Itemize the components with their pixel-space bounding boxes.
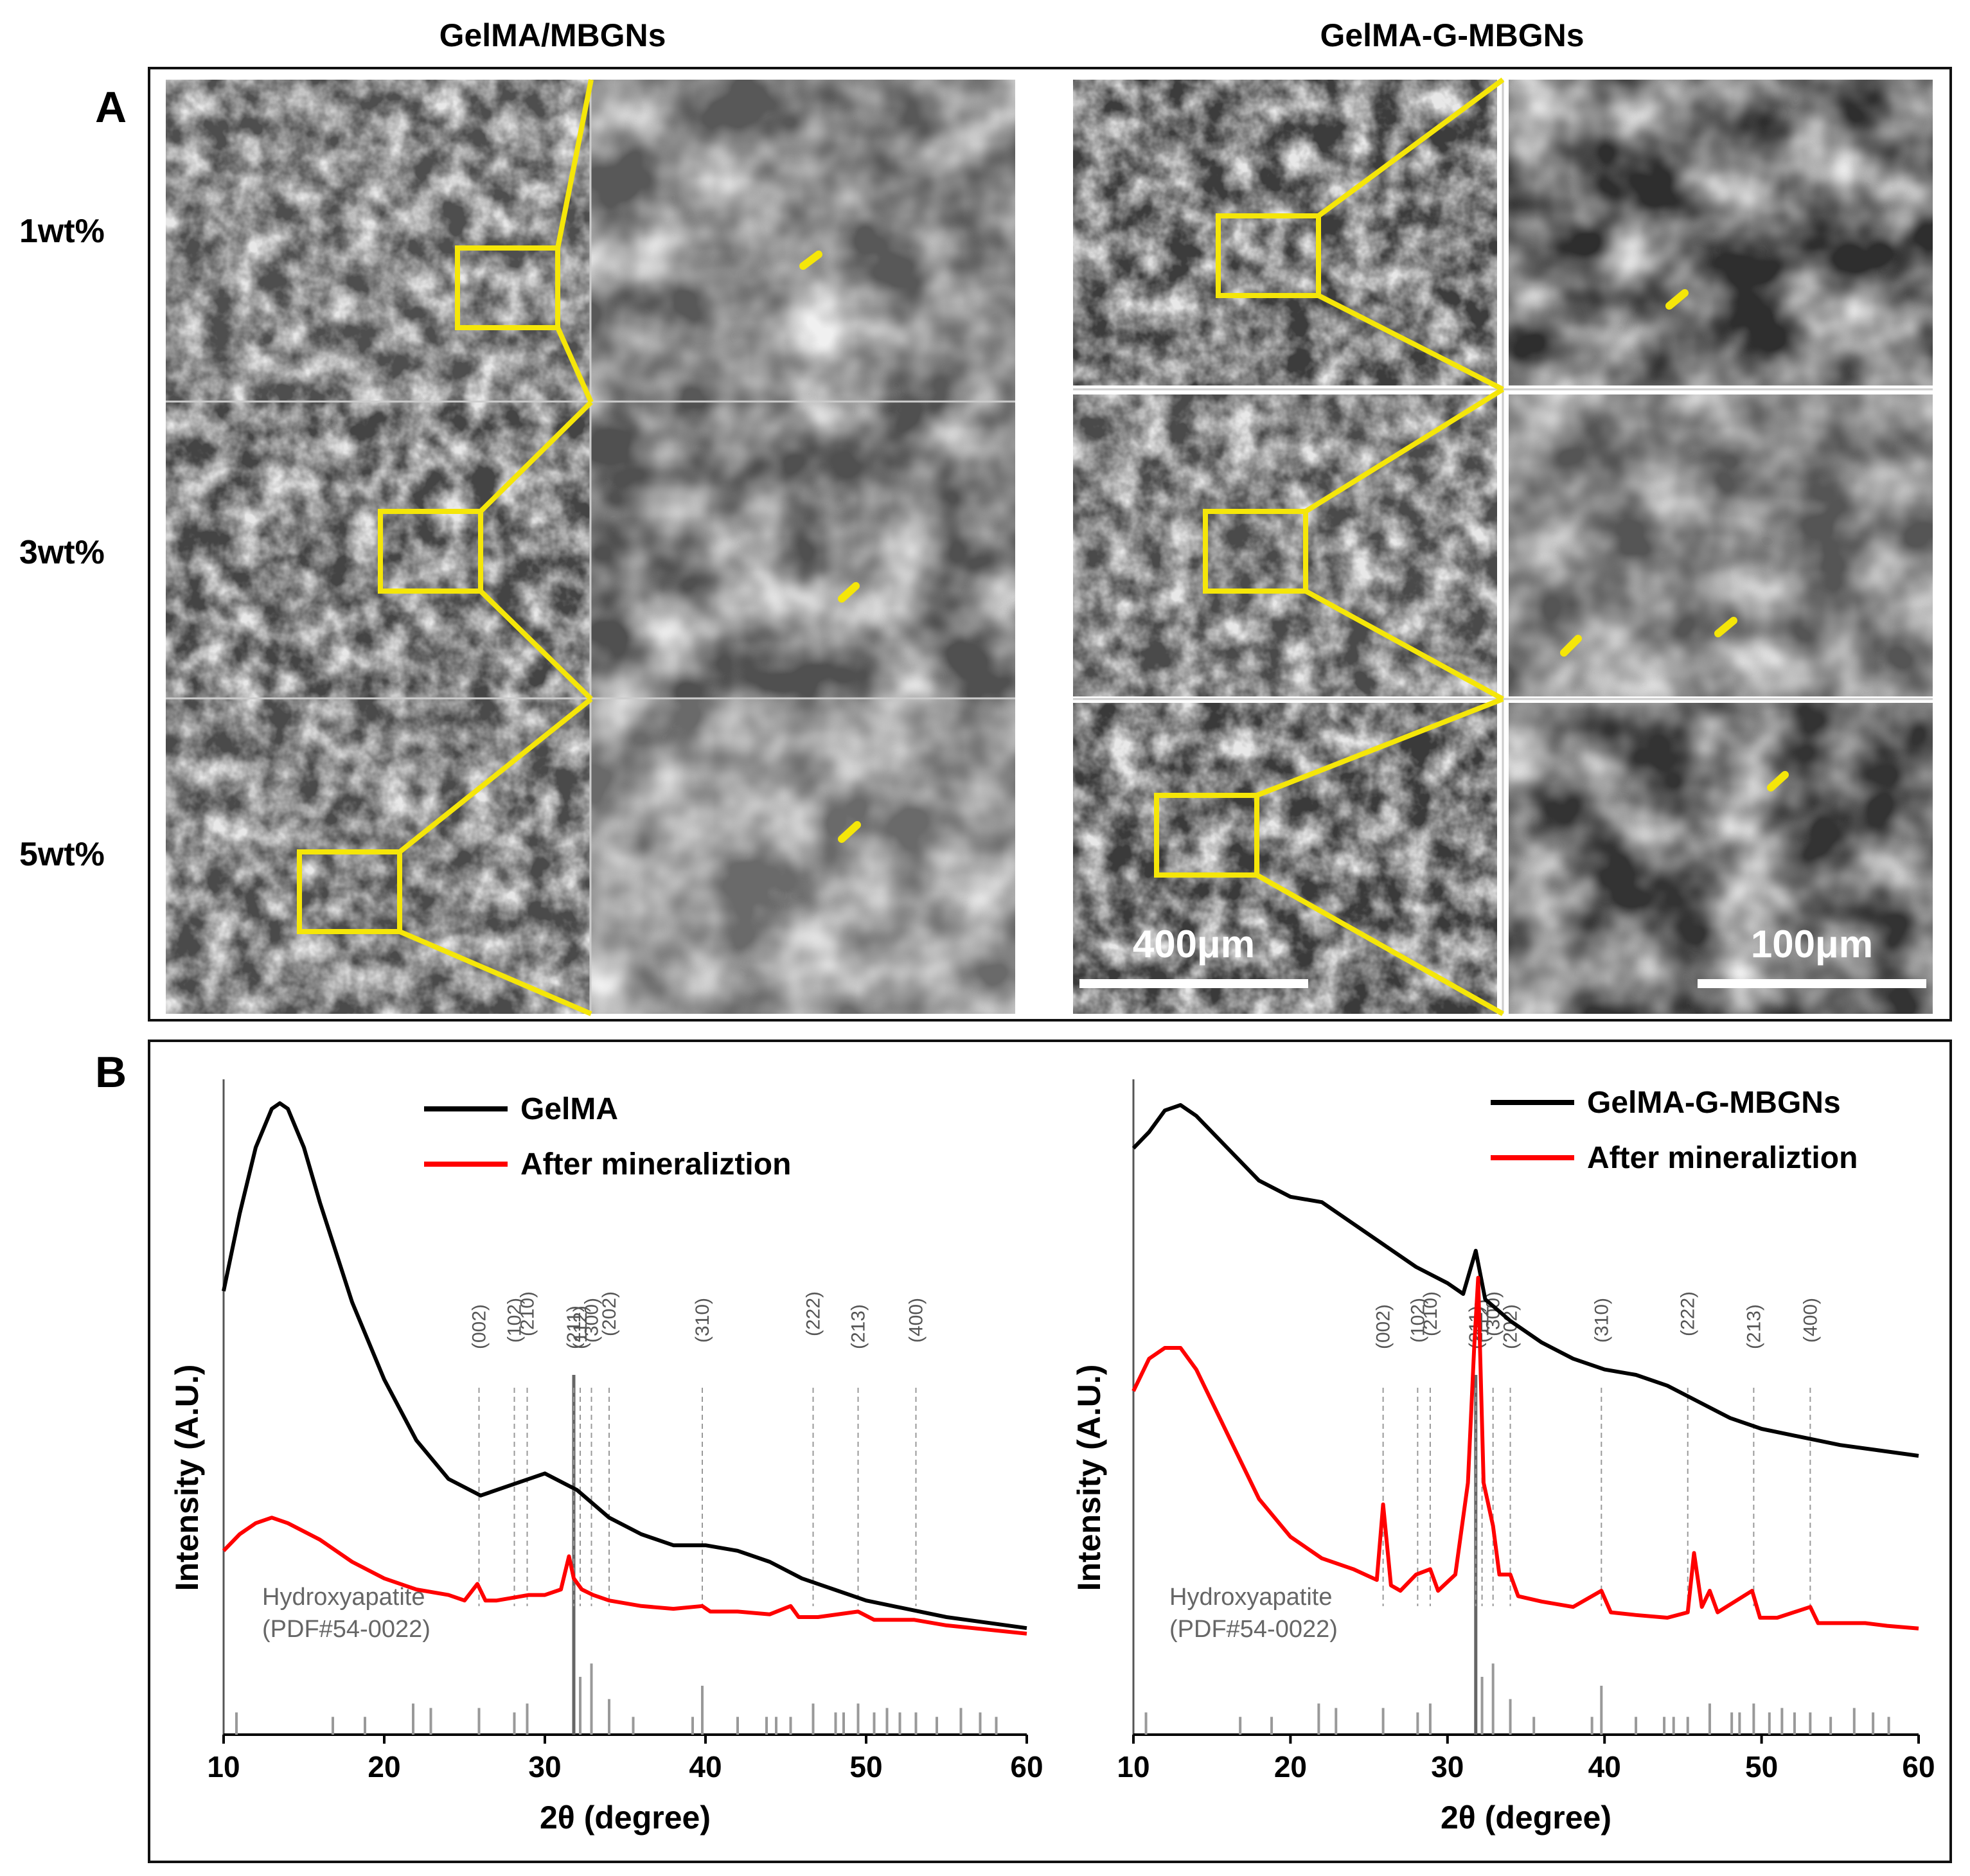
reference-name: Hydroxyapatite: [1169, 1584, 1332, 1611]
arrow-marker: [799, 251, 822, 270]
peak-label: (102): [1407, 1298, 1428, 1343]
peak-label: (213): [1743, 1304, 1764, 1349]
zoom-box-3wt-g: [1203, 509, 1308, 594]
arrow-marker: [1665, 289, 1689, 310]
arrow-marker: [1767, 771, 1789, 792]
peak-label: (300): [581, 1298, 603, 1343]
arrow-marker: [1560, 635, 1582, 657]
peak-label: (002): [469, 1304, 490, 1349]
panel-a-letter: A: [95, 83, 127, 132]
legend-label: GelMA: [520, 1092, 618, 1126]
peak-label: (310): [1591, 1298, 1612, 1343]
scale-bar-100um: [1698, 979, 1926, 988]
scale-bar-400um-label: 400μm: [1133, 923, 1255, 966]
x-axis-title: 2θ (degree): [540, 1800, 711, 1836]
peak-label: (210): [1420, 1291, 1441, 1336]
x-tick-label: 30: [1431, 1750, 1464, 1783]
xrd-chart-left: 10 20 30 40 50 60 2θ (degree) Intensity (A.U.) H…: [169, 1079, 1043, 1836]
x-tick-label: 20: [1274, 1750, 1307, 1783]
x-tick-label: 30: [528, 1750, 561, 1783]
row-label-1wt: 1wt%: [19, 213, 105, 250]
series-line-0: [222, 1101, 1027, 1631]
reference-card: (PDF#54-0022): [262, 1616, 430, 1643]
y-axis-title: Intensity (A.U.): [169, 1365, 205, 1591]
zoom-box-1wt-g: [1216, 213, 1321, 298]
peak-label: (102): [504, 1298, 526, 1343]
x-tick-label: 60: [1010, 1750, 1043, 1783]
peak-label: (400): [906, 1298, 927, 1343]
series-line-0: [1131, 1103, 1919, 1458]
legend-label: GelMA-G-MBGNs: [1587, 1086, 1841, 1120]
zoom-box-3wt: [378, 509, 483, 594]
y-axis-title: Intensity (A.U.): [1071, 1365, 1107, 1591]
column-title-gelma-g-mbgns: GelMA-G-MBGNs: [1320, 17, 1584, 53]
row-label-5wt: 5wt%: [19, 836, 105, 873]
zoom-box-5wt-g: [1154, 793, 1259, 878]
peak-label: (211): [563, 1305, 585, 1349]
x-tick-label: 50: [849, 1750, 882, 1783]
arrow-marker: [1714, 617, 1737, 637]
series-line-1: [1131, 1275, 1919, 1631]
peak-label: (222): [1678, 1291, 1699, 1336]
zoom-box-1wt: [455, 245, 560, 330]
x-tick-label: 40: [1588, 1750, 1621, 1783]
x-tick-label: 10: [207, 1750, 240, 1783]
column-title-gelma-mbgns: GelMA/MBGNs: [439, 17, 666, 53]
scale-bar-100um-label: 100μm: [1751, 923, 1873, 966]
reference-name: Hydroxyapatite: [262, 1584, 425, 1611]
x-tick-label: 60: [1902, 1750, 1935, 1783]
peak-label: (112): [570, 1305, 591, 1349]
legend-label: After mineraliztion: [520, 1147, 791, 1181]
x-tick-label: 10: [1117, 1750, 1149, 1783]
row-label-3wt: 3wt%: [19, 534, 105, 571]
peak-label: (202): [599, 1291, 620, 1336]
x-tick-label: 20: [368, 1750, 400, 1783]
xrd-chart-right: 10 20 30 40 50 60 2θ (degree) Intensity (A.U.) H…: [1071, 1079, 1935, 1836]
peak-label: (222): [803, 1291, 824, 1336]
panel-b-letter: B: [95, 1048, 127, 1097]
arrow-marker: [838, 582, 860, 603]
sem-image-grid: 400μm 100μm: [166, 77, 1933, 1016]
zoom-box-5wt: [297, 849, 402, 934]
x-axis-title: 2θ (degree): [1441, 1800, 1611, 1836]
series-line-1: [222, 1516, 1027, 1636]
peak-label: (213): [848, 1304, 869, 1349]
x-tick-label: 40: [689, 1750, 722, 1783]
sem-group-gelma-g-mbgns: [1073, 80, 1933, 1014]
scale-bar-400um: [1079, 979, 1308, 988]
peak-label: (310): [692, 1298, 713, 1343]
x-tick-label: 50: [1745, 1750, 1778, 1783]
peak-label: (002): [1373, 1304, 1394, 1349]
peak-label: (400): [1800, 1298, 1821, 1343]
panel-b-frame: [148, 1040, 1952, 1863]
arrow-marker: [838, 821, 861, 843]
legend-label: After mineraliztion: [1587, 1141, 1858, 1175]
reference-card: (PDF#54-0022): [1169, 1616, 1338, 1643]
peak-label: (210): [517, 1291, 538, 1336]
